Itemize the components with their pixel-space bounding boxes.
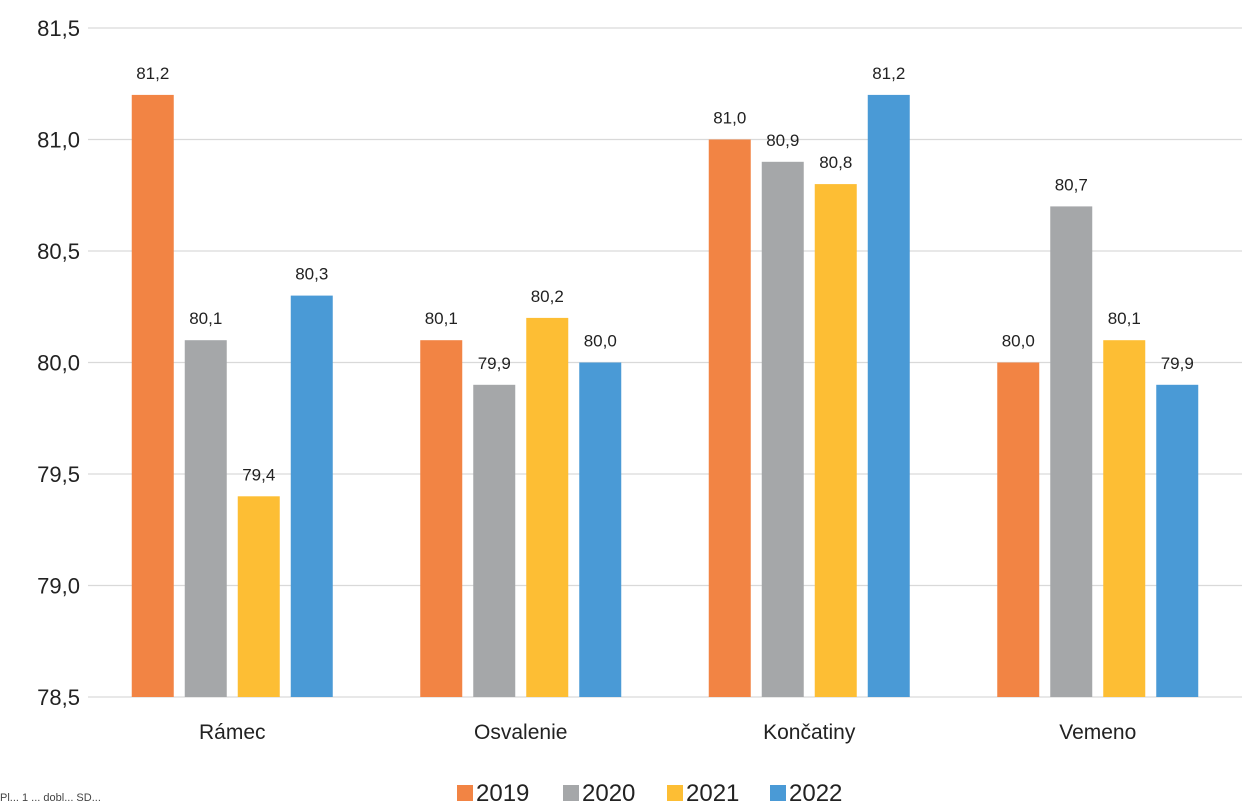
y-tick-label: 80,0 (37, 351, 80, 376)
bars (131, 94, 1199, 698)
bar (867, 94, 910, 697)
category-label: Osvalenie (474, 721, 567, 744)
y-tick-label: 79,0 (37, 574, 80, 599)
data-label: 80,3 (295, 265, 328, 284)
legend-swatch (457, 785, 473, 801)
legend-swatch (770, 785, 786, 801)
category-label: Rámec (199, 721, 266, 744)
bar (1050, 206, 1093, 697)
bar (579, 362, 622, 697)
footnote: Pl... 1 ... dobl... SD... (0, 792, 101, 804)
data-label: 79,9 (478, 354, 511, 373)
data-label: 81,0 (713, 109, 746, 128)
data-labels: 81,2 80,1 79,4 80,3 80,1 79,9 80,2 80,0 81,0 80,9… (136, 64, 1194, 484)
bar (237, 496, 280, 697)
y-tick-label: 78,5 (37, 685, 80, 710)
data-label: 80,0 (584, 332, 617, 351)
data-label: 80,1 (425, 309, 458, 328)
data-label: 80,2 (531, 287, 564, 306)
y-tick-label: 80,5 (37, 239, 80, 264)
bar (290, 295, 333, 697)
data-label: 80,9 (766, 131, 799, 150)
y-axis-ticks: 78,5 79,0 79,5 80,0 80,5 81,0 81,5 (37, 16, 80, 710)
bar (997, 362, 1040, 697)
bar (526, 317, 569, 697)
bar (473, 384, 516, 697)
data-label: 79,4 (242, 465, 275, 484)
bar (184, 340, 227, 697)
legend-label: 2019 (476, 780, 529, 805)
y-tick-label: 79,5 (37, 462, 80, 487)
data-label: 80,1 (189, 309, 222, 328)
y-tick-label: 81,5 (37, 16, 80, 41)
legend-label: 2022 (789, 780, 842, 805)
bar (1156, 384, 1199, 697)
data-label: 80,7 (1055, 175, 1088, 194)
legend: 2019 2020 2021 2022 (457, 780, 842, 805)
y-tick-label: 81,0 (37, 128, 80, 153)
data-label: 80,8 (819, 153, 852, 172)
data-label: 80,1 (1108, 309, 1141, 328)
gridlines (88, 27, 1242, 698)
bar (814, 184, 857, 698)
category-label: Končatiny (763, 721, 856, 744)
bar (131, 94, 174, 697)
data-label: 79,9 (1161, 354, 1194, 373)
bar (420, 340, 463, 697)
bar (1103, 340, 1146, 697)
bar (761, 161, 804, 698)
x-axis-categories: Rámec Osvalenie Končatiny Vemeno (199, 721, 1136, 744)
legend-label: 2021 (686, 780, 739, 805)
bar (708, 139, 751, 697)
data-label: 81,2 (872, 64, 905, 83)
data-label: 80,0 (1002, 332, 1035, 351)
legend-swatch (563, 785, 579, 801)
legend-swatch (667, 785, 683, 801)
data-label: 81,2 (136, 64, 169, 83)
legend-label: 2020 (582, 780, 635, 805)
category-label: Vemeno (1059, 721, 1136, 744)
